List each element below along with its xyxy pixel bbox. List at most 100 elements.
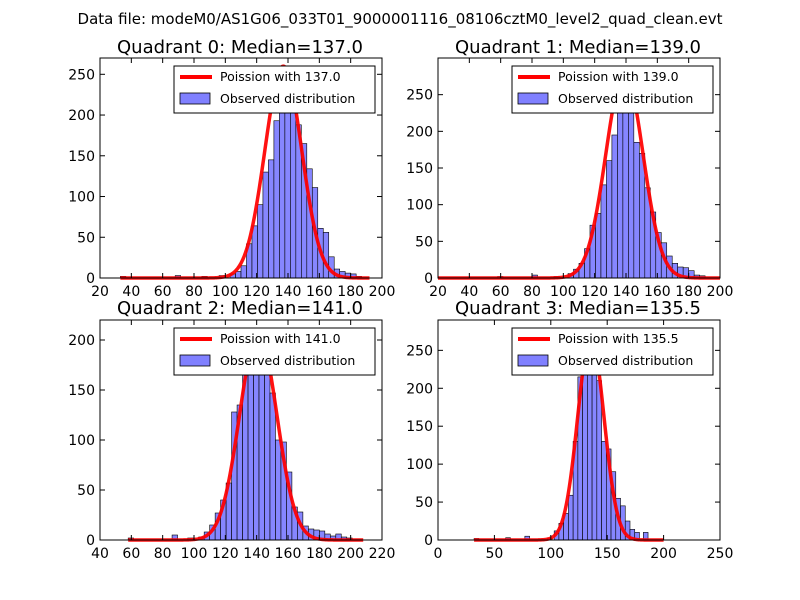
histogram-bar (595, 213, 602, 279)
panel-title: Quadrant 2: Median=141.0 (117, 298, 363, 319)
histogram-bar (268, 159, 275, 279)
y-tick-label: 0 (424, 271, 433, 287)
y-tick-label: 200 (406, 124, 433, 140)
x-tick-label: 160 (306, 284, 333, 300)
histogram-bar (262, 171, 269, 279)
legend-curve-label: Poission with 137.0 (220, 69, 341, 84)
axes-frame (99, 57, 383, 279)
legend-hist-label: Observed distribution (220, 353, 355, 368)
x-tick-label: 100 (550, 284, 577, 300)
x-tick-label: 80 (154, 546, 172, 562)
x-tick-label: 150 (594, 546, 621, 562)
y-tick-label: 200 (68, 108, 95, 124)
x-tick-label: 200 (369, 284, 396, 300)
legend: Poission with 141.0 Observed distributio… (173, 327, 376, 376)
histogram-bar (611, 134, 618, 279)
legend-frame (511, 65, 714, 114)
axes-frame (99, 319, 383, 541)
legend: Poission with 139.0 Observed distributio… (511, 65, 714, 114)
axes-frame (437, 319, 721, 541)
legend-frame (511, 327, 714, 376)
legend-curve-label: Poission with 141.0 (220, 331, 341, 346)
histogram-bar (269, 392, 276, 541)
y-tick-label: 100 (406, 457, 433, 473)
y-tick-label: 200 (406, 381, 433, 397)
y-tick-label: 100 (68, 433, 95, 449)
x-tick-label: 60 (492, 284, 510, 300)
histogram-bar (606, 160, 613, 279)
x-tick-label: 160 (644, 284, 671, 300)
histogram-bar (628, 110, 635, 279)
plot-area: 20 40 60 80 100 120 140 160 180 20005010015020025… (406, 57, 734, 300)
legend-hist-swatch (179, 354, 211, 367)
panel-title: Quadrant 1: Median=139.0 (455, 37, 701, 58)
x-tick-label: 120 (581, 284, 608, 300)
x-tick-label: 20 (429, 284, 447, 300)
x-tick-label: 180 (675, 284, 702, 300)
legend-hist-swatch (517, 354, 549, 367)
histogram-bar (600, 184, 607, 279)
y-tick-label: 50 (415, 234, 433, 250)
panel-title: Quadrant 0: Median=137.0 (117, 37, 363, 58)
y-tick-label: 250 (406, 343, 433, 359)
x-tick-label: 100 (181, 546, 208, 562)
histogram-bar (247, 359, 254, 541)
y-tick-label: 100 (68, 190, 95, 206)
legend-curve-label: Poission with 139.0 (558, 69, 679, 84)
y-tick-label: 150 (68, 383, 95, 399)
histogram-bar (251, 225, 258, 279)
figure-suptitle: Data file: modeM0/AS1G06_033T01_90000011… (78, 10, 723, 29)
x-tick-label: 80 (185, 284, 203, 300)
panel-quadrant-1: Quadrant 1: Median=139.0 20 40 60 80 100 120 1… (406, 37, 733, 300)
panel-title: Quadrant 3: Median=135.5 (455, 298, 701, 319)
panel-quadrant-3: Quadrant 3: Median=135.5 0 50 100 150 200 250… (406, 298, 733, 562)
x-tick-label: 200 (707, 284, 734, 300)
x-tick-label: 140 (275, 284, 302, 300)
y-tick-label: 150 (68, 149, 95, 165)
x-tick-label: 120 (212, 546, 239, 562)
y-tick-label: 150 (406, 161, 433, 177)
histogram-bar (240, 265, 247, 279)
histogram-bar (601, 441, 607, 541)
x-tick-label: 140 (613, 284, 640, 300)
panel-quadrant-0: Quadrant 0: Median=137.0 20 40 60 80 100 120 1… (68, 37, 395, 300)
y-tick-label: 0 (86, 271, 95, 287)
histogram-bar (264, 359, 271, 541)
histogram-bar (596, 380, 602, 541)
x-tick-label: 80 (523, 284, 541, 300)
x-tick-label: 60 (154, 284, 172, 300)
x-tick-label: 20 (91, 284, 109, 300)
x-tick-label: 140 (243, 546, 270, 562)
histogram-bar (587, 350, 593, 541)
y-tick-label: 100 (406, 198, 433, 214)
y-tick-label: 0 (424, 533, 433, 549)
legend-frame (173, 65, 376, 114)
histogram-bar (273, 120, 280, 279)
histogram-bar (275, 439, 282, 541)
x-tick-label: 160 (275, 546, 302, 562)
legend-hist-label: Observed distribution (558, 91, 693, 106)
legend: Poission with 135.5 Observed distributio… (511, 327, 714, 376)
legend-hist-label: Observed distribution (558, 353, 693, 368)
y-tick-label: 150 (406, 419, 433, 435)
x-tick-label: 100 (537, 546, 564, 562)
x-tick-label: 40 (91, 546, 109, 562)
legend: Poission with 137.0 Observed distributio… (173, 65, 376, 114)
x-tick-label: 40 (122, 284, 140, 300)
x-tick-label: 180 (306, 546, 333, 562)
y-tick-label: 50 (77, 230, 95, 246)
legend-frame (173, 327, 376, 376)
x-tick-label: 0 (434, 546, 443, 562)
legend-hist-label: Observed distribution (220, 91, 355, 106)
y-tick-label: 200 (68, 333, 95, 349)
x-tick-label: 50 (485, 546, 503, 562)
histogram-bar (257, 204, 264, 279)
y-tick-label: 50 (77, 483, 95, 499)
panel-quadrant-2: Quadrant 2: Median=141.0 40 60 80 100 120 140… (68, 298, 395, 562)
y-tick-label: 250 (406, 88, 433, 104)
x-tick-label: 40 (460, 284, 478, 300)
legend-curve-label: Poission with 135.5 (558, 331, 679, 346)
x-tick-label: 60 (122, 546, 140, 562)
x-tick-label: 200 (337, 546, 364, 562)
